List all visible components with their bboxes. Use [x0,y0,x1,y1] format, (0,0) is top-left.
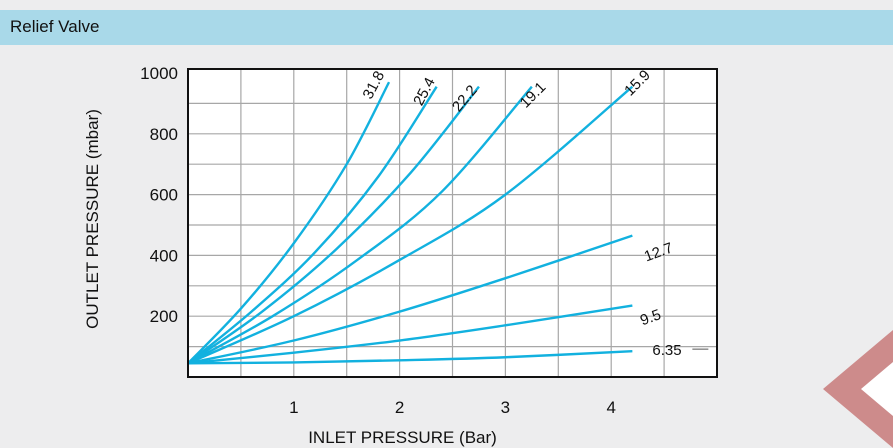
y-tick-label: 600 [150,186,178,205]
x-tick-label: 2 [395,398,404,417]
corner-chevron-decoration [823,330,893,448]
x-axis-title: INLET PRESSURE (Bar) [308,428,497,447]
y-axis-title: OUTLET PRESSURE (mbar) [83,109,102,329]
x-tick-label: 1 [289,398,298,417]
series-label: 6.35 [652,342,681,359]
x-tick-label: 3 [501,398,510,417]
x-tick-label: 4 [606,398,615,417]
y-tick-label: 400 [150,246,178,265]
grid [188,69,717,377]
y-tick-label: 200 [150,307,178,326]
y-tick-label: 800 [150,125,178,144]
y-tick-label: 1000 [140,64,178,83]
